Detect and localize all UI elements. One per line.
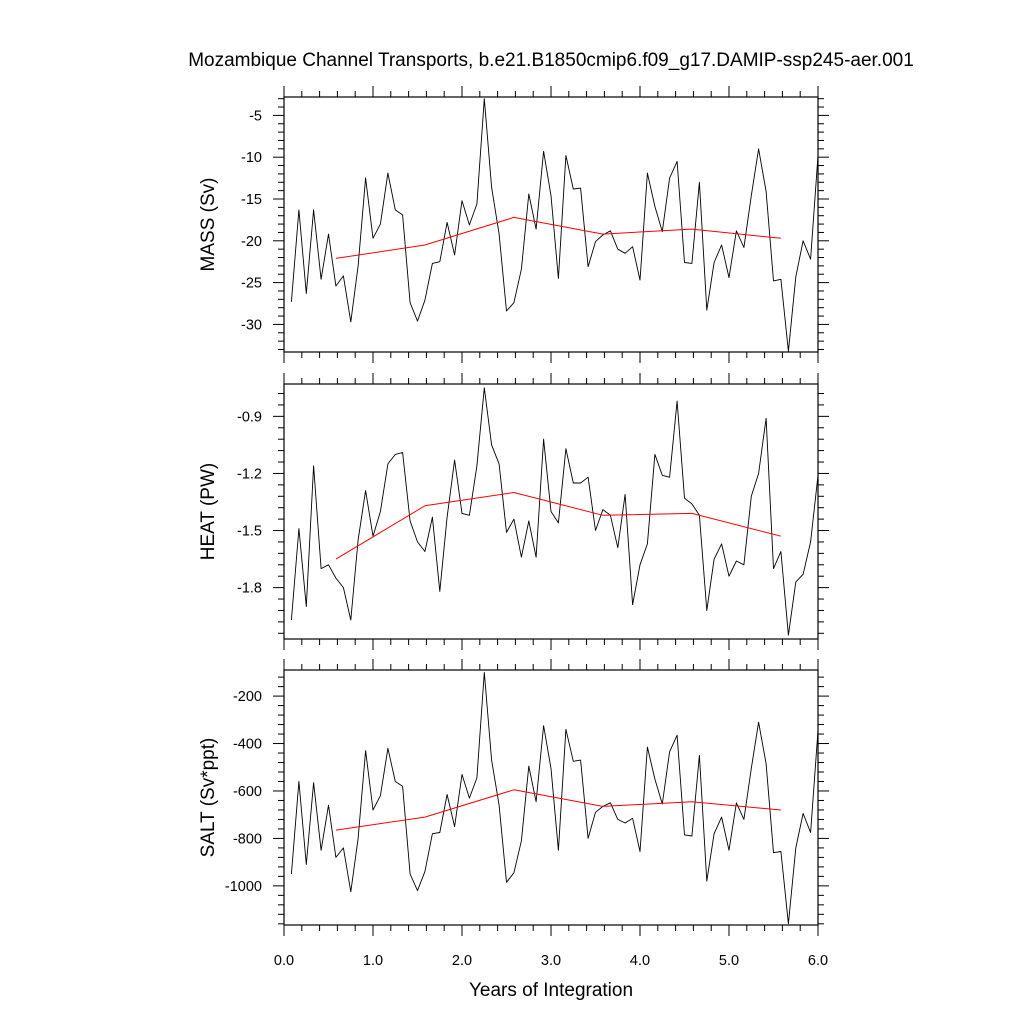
salt-y-axis-label: SALT (Sv*ppt) — [198, 738, 219, 858]
heat-y-axis-label: HEAT (PW) — [198, 463, 219, 560]
heat-y-tick-label: -1.5 — [237, 524, 262, 540]
salt-y-tick-label: -200 — [233, 689, 262, 705]
salt-y-tick-label: -400 — [233, 737, 262, 753]
chart-title: Mozambique Channel Transports, b.e21.B18… — [188, 50, 914, 71]
salt-y-tick-label: -1000 — [225, 879, 262, 895]
heat-y-tick-label: -0.9 — [237, 409, 262, 425]
mass-y-axis-label: MASS (Sv) — [198, 178, 219, 272]
x-tick-label: 4.0 — [630, 953, 650, 969]
heat-annual-mean-line — [335, 492, 782, 560]
mass-y-tick-label: -10 — [241, 150, 262, 166]
x-tick-label: 6.0 — [808, 953, 828, 969]
panels-group: -5 -10 -15 -20 -25 -30 MASS (Sv) -0.9 -1.2 -1.5 -1… — [198, 86, 829, 969]
x-axis-label: Years of Integration — [469, 980, 633, 1001]
mass-y-tick-label: -25 — [241, 276, 262, 292]
salt-monthly-series-line — [290, 671, 819, 925]
mass-monthly-series-line — [290, 98, 819, 352]
x-tick-label: 2.0 — [452, 953, 472, 969]
x-tick-label: 0.0 — [274, 953, 294, 969]
mass-y-tick-label: -5 — [249, 108, 262, 124]
x-tick-label: 5.0 — [719, 953, 739, 969]
heat-monthly-series-line — [290, 387, 819, 636]
mass-y-tick-label: -20 — [241, 234, 262, 250]
heat-y-tick-label: -1.2 — [237, 466, 262, 482]
heat-y-tick-label: -1.8 — [237, 581, 262, 597]
mass-annual-mean-line — [335, 216, 781, 259]
salt-y-tick-label: -800 — [233, 831, 262, 847]
panel-heat: -0.9 -1.2 -1.5 -1.8 HEAT (PW) — [198, 373, 829, 650]
mass-y-tick-label: -30 — [241, 317, 262, 333]
salt-annual-mean-line — [335, 789, 781, 831]
panel-salt: -200 -400 -600 -800 -1000 SALT (Sv*ppt) — [198, 659, 829, 936]
panel-mass: -5 -10 -15 -20 -25 -30 MASS (Sv) — [198, 86, 829, 363]
x-tick-label: 1.0 — [363, 953, 383, 969]
mass-y-tick-label: -15 — [241, 192, 262, 208]
x-tick-label: 3.0 — [541, 953, 561, 969]
salt-y-tick-label: -600 — [233, 784, 262, 800]
